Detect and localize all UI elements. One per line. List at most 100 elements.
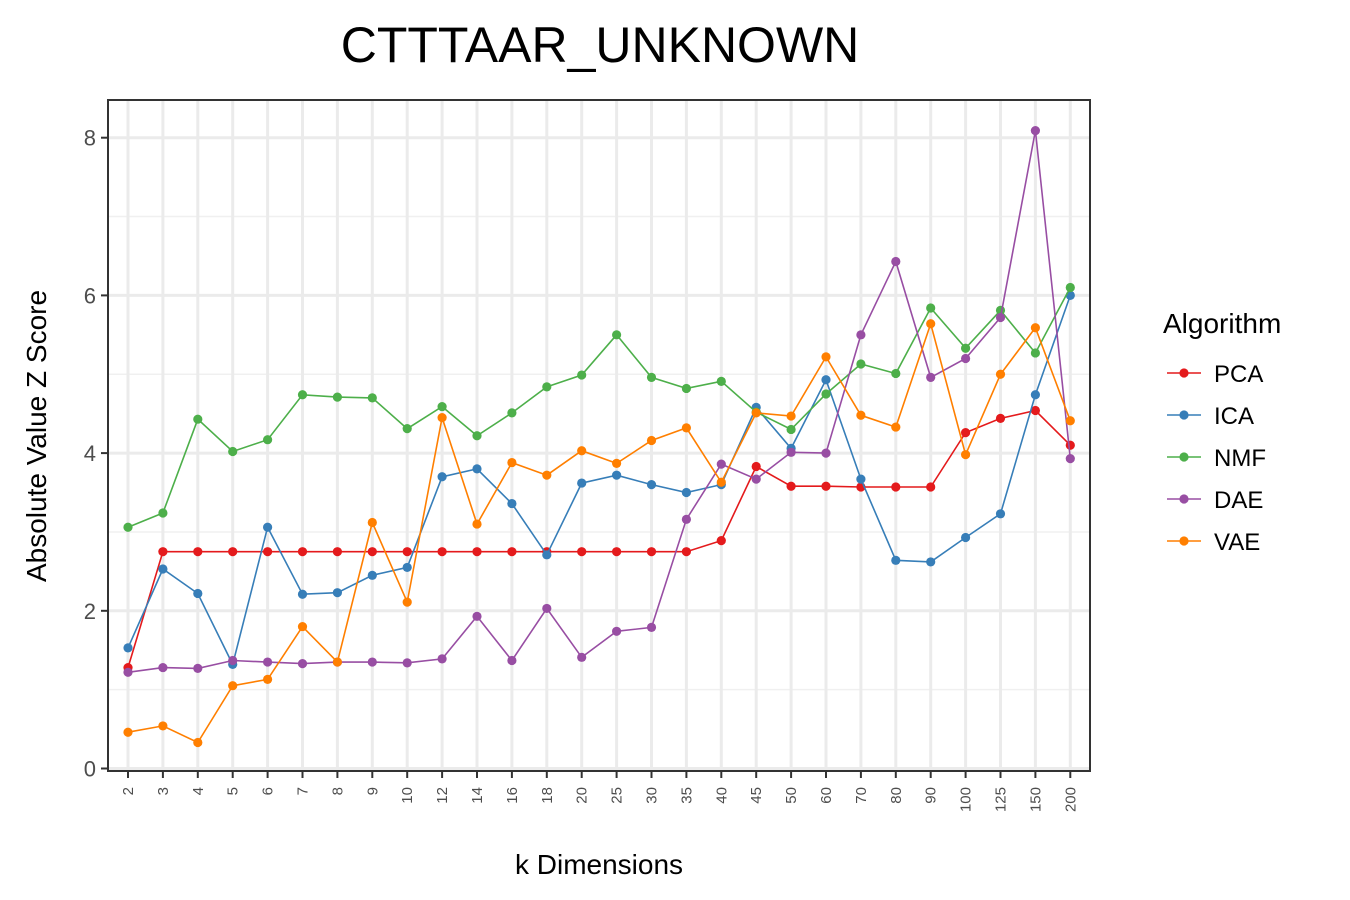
data-point-nmf	[123, 522, 133, 532]
legend-key-point	[1179, 494, 1189, 504]
data-point-dae	[786, 447, 796, 457]
series-line-dae	[127, 130, 1072, 674]
legend-title: Algorithm	[1163, 308, 1281, 339]
data-point-nmf	[367, 393, 377, 403]
data-point-ica	[332, 588, 342, 598]
data-point-nmf	[193, 414, 203, 424]
data-point-dae	[228, 655, 238, 666]
legend-label: PCA	[1214, 361, 1263, 388]
x-tick-label: 100	[958, 787, 975, 812]
data-point-nmf	[158, 508, 168, 518]
data-point-dae	[297, 659, 308, 669]
data-point-ica	[821, 375, 831, 385]
x-tick-label: 4	[190, 787, 207, 795]
legend-item-nmf: NMF	[1167, 445, 1266, 472]
data-point-ica	[472, 464, 482, 474]
data-point-ica	[123, 643, 133, 653]
y-tick-label: 2	[84, 599, 96, 624]
data-point-dae	[926, 372, 936, 383]
x-tick-label: 45	[748, 787, 765, 804]
data-point-nmf	[577, 370, 587, 380]
legend-item-vae: VAE	[1167, 529, 1260, 556]
data-point-ica	[891, 555, 901, 565]
x-tick-label: 200	[1062, 787, 1079, 812]
data-point-pca	[926, 482, 936, 492]
legend-key-point	[1179, 368, 1189, 378]
data-point-vae	[961, 450, 971, 460]
legend: Algorithm PCA ICA NMF DAE VAE	[1163, 308, 1281, 556]
legend-label: NMF	[1214, 445, 1266, 472]
grid-minor	[108, 215, 1090, 691]
data-point-pca	[577, 547, 587, 557]
data-point-pca	[332, 547, 342, 557]
x-axis-title: k Dimensions	[515, 849, 683, 880]
data-point-dae	[995, 312, 1006, 323]
data-point-dae	[891, 256, 901, 267]
x-tick-label: 50	[783, 787, 800, 804]
data-point-pca	[437, 547, 447, 557]
x-tick-label: 14	[469, 787, 486, 804]
data-point-pca	[786, 481, 796, 491]
data-point-pca	[297, 547, 308, 557]
legend-label: DAE	[1214, 487, 1263, 514]
data-point-nmf	[716, 376, 726, 386]
data-point-pca	[891, 482, 901, 492]
data-point-pca	[1030, 405, 1040, 416]
data-point-dae	[1065, 454, 1075, 464]
data-point-vae	[193, 737, 203, 748]
legend-key-point	[1179, 410, 1189, 420]
data-point-pca	[263, 547, 273, 557]
data-point-nmf	[612, 330, 622, 340]
x-tick-label: 5	[225, 787, 242, 795]
x-tick-label: 80	[888, 787, 905, 804]
data-point-vae	[123, 727, 133, 737]
data-point-ica	[646, 480, 657, 490]
data-point-nmf	[821, 389, 831, 399]
data-point-ica	[961, 532, 971, 543]
series-layer	[123, 126, 1075, 748]
data-point-vae	[1065, 416, 1075, 426]
data-point-nmf	[437, 401, 447, 412]
x-tick-label: 70	[853, 787, 870, 804]
data-point-dae	[681, 514, 692, 524]
data-point-dae	[402, 658, 412, 668]
data-point-nmf	[542, 382, 552, 392]
data-point-nmf	[1065, 282, 1075, 293]
data-point-vae	[228, 681, 238, 691]
legend-item-dae: DAE	[1167, 487, 1263, 514]
data-point-nmf	[1030, 348, 1040, 358]
data-point-dae	[367, 657, 377, 667]
data-point-pca	[228, 547, 238, 557]
data-point-vae	[995, 369, 1006, 379]
data-point-pca	[681, 547, 692, 557]
data-point-vae	[716, 477, 726, 487]
x-tick-label: 8	[329, 787, 346, 795]
data-point-nmf	[646, 372, 657, 383]
data-point-ica	[158, 564, 168, 574]
data-point-vae	[821, 352, 831, 362]
x-tick-label: 10	[399, 787, 416, 804]
x-tick-label: 150	[1027, 787, 1044, 812]
data-point-ica	[402, 562, 412, 573]
data-point-ica	[612, 470, 622, 480]
legend-items: PCA ICA NMF DAE VAE	[1167, 361, 1266, 556]
data-point-dae	[123, 667, 133, 677]
plot-panel	[107, 99, 1091, 772]
data-point-vae	[926, 319, 936, 329]
data-point-nmf	[891, 368, 901, 379]
series-line-nmf	[127, 287, 1072, 528]
data-point-dae	[646, 622, 657, 632]
data-point-vae	[507, 457, 517, 468]
data-point-nmf	[263, 435, 273, 445]
data-point-pca	[472, 547, 482, 557]
data-point-dae	[716, 459, 726, 469]
data-point-nmf	[961, 343, 971, 353]
data-point-nmf	[856, 359, 866, 369]
plot-background	[108, 100, 1090, 771]
data-point-vae	[332, 657, 342, 667]
data-point-pca	[158, 547, 168, 557]
x-tick-label: 3	[155, 787, 172, 795]
data-point-pca	[1065, 440, 1075, 450]
data-point-pca	[646, 547, 657, 557]
